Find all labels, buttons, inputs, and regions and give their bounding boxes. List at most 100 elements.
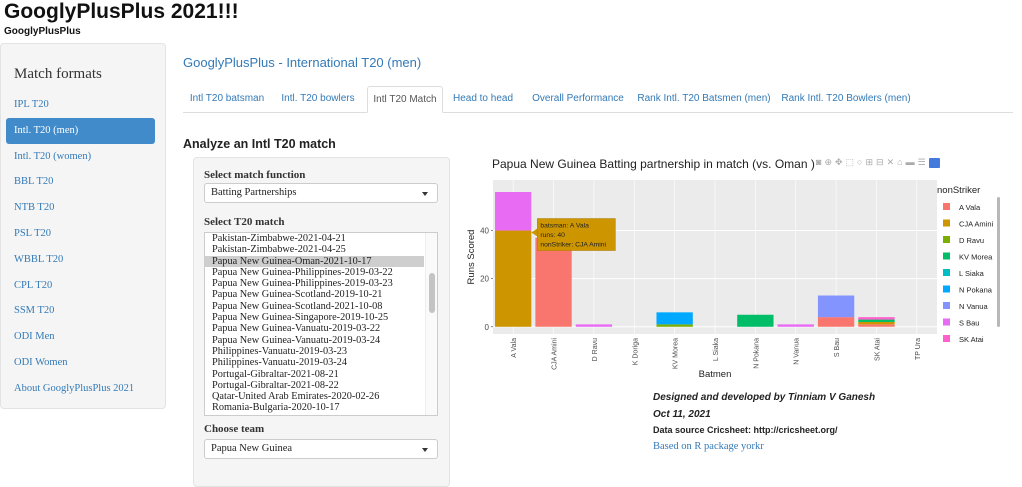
match-option[interactable]: Papua New Guinea-Singapore-2019-10-25 — [212, 312, 389, 324]
plotly-logo-icon[interactable] — [928, 157, 940, 168]
tab[interactable]: Intl T20 Match — [367, 86, 443, 113]
yorkr-link[interactable]: Based on R package yorkr — [653, 441, 764, 452]
match-option[interactable]: Papua New Guinea-Philippines-2019-03-22 — [212, 266, 393, 278]
page-title: GooglyPlusPlus - International T20 (men) — [183, 55, 422, 70]
bar-segment — [535, 237, 572, 327]
team-value: Papua New Guinea — [211, 443, 293, 454]
compare-icon[interactable]: ☰ — [917, 157, 929, 167]
legend-label: A Vala — [959, 203, 981, 212]
x-tick-label: KV Morea — [673, 338, 680, 369]
y-tick-label: 20 — [480, 275, 489, 284]
tab[interactable]: Rank Intl. T20 Bowlers (men) — [781, 93, 911, 104]
team-select[interactable]: Papua New Guinea — [204, 439, 438, 459]
tab[interactable]: Intl. T20 bowlers — [281, 93, 355, 104]
x-tick-label: D Ravu — [592, 338, 599, 361]
x-tick-label: S Bau — [834, 338, 841, 357]
lasso-icon[interactable]: ○ — [857, 157, 866, 167]
x-tick-label: N Vanua — [794, 338, 801, 365]
match-listbox[interactable]: Pakistan-Zimbabwe-2021-04-21 Pakistan-Zim… — [204, 232, 438, 416]
credit-designer: Designed and developed by Tinniam V Gane… — [653, 392, 876, 403]
y-axis-label: Runs Scored — [466, 230, 477, 285]
listbox-scrollbar[interactable] — [425, 233, 437, 415]
match-option[interactable]: Papua New Guinea-Oman-2021-10-17 — [205, 255, 424, 267]
sidebar-item[interactable]: ODI Women — [14, 356, 68, 368]
match-option[interactable]: Papua New Guinea-Scotland-2021-10-08 — [212, 300, 383, 312]
match-function-select[interactable]: Batting Partnerships — [204, 183, 438, 203]
zoom-out-icon[interactable]: ⊟ — [876, 157, 887, 167]
credit-data-source: Data source Cricsheet: http://cricsheet.… — [653, 425, 838, 435]
sidebar-item[interactable]: PSL T20 — [14, 227, 52, 239]
sidebar-item[interactable]: IPL T20 — [14, 99, 49, 110]
credit-date: Oct 11, 2021 — [653, 409, 711, 420]
sidebar-item[interactable]: ODI Men — [14, 331, 55, 343]
match-option[interactable]: Qatar-United Arab Emirates-2020-02-26 — [212, 391, 380, 403]
chevron-down-icon — [422, 192, 428, 196]
sidebar-item[interactable]: SSM T20 — [14, 305, 55, 317]
tab[interactable]: Overall Performance — [532, 93, 624, 104]
legend-swatch — [943, 318, 950, 326]
match-option[interactable]: Papua New Guinea-Vanuatu-2019-03-22 — [212, 323, 381, 335]
bar-segment — [495, 192, 532, 231]
sidebar-item[interactable]: WBBL T20 — [14, 253, 64, 265]
autoscale-icon[interactable]: ✕ — [886, 157, 898, 167]
match-option[interactable]: Portugal-Gibraltar-2021-08-22 — [212, 379, 339, 391]
x-axis-label: Batmen — [699, 369, 732, 380]
sidebar-item[interactable]: Intl. T20 (men) — [6, 117, 155, 144]
x-tick-label: A Vala — [511, 338, 518, 358]
box-select-icon[interactable]: ⬚ — [845, 157, 858, 167]
spike-icon[interactable]: ▬ — [905, 157, 918, 167]
sidebar-item[interactable]: CPL T20 — [14, 279, 53, 291]
zoom-icon[interactable]: ⊕ — [824, 157, 835, 167]
sidebar: Match formats IPL T20 Intl. T20 (men) Intl… — [0, 43, 166, 409]
x-tick-label: L Siaka — [713, 338, 720, 361]
bar-segment — [495, 230, 532, 327]
tab-bar: Intl T20 batsman Intl. T20 bowlers Intl T2… — [183, 86, 1013, 113]
legend-swatch — [943, 219, 950, 227]
match-option[interactable]: Pakistan-Zimbabwe-2021-04-21 — [212, 233, 346, 244]
x-tick-label: K Doriga — [632, 338, 639, 365]
tab[interactable]: Head to head — [452, 93, 514, 104]
legend-label: KV Morea — [959, 253, 993, 262]
match-option[interactable]: Papua New Guinea-Vanuatu-2019-03-24 — [212, 334, 381, 346]
partnership-chart[interactable]: 0 20 40 A Vala CJA Amini D Ravu K Doriga KV Mor… — [460, 175, 1005, 385]
match-option[interactable]: Pakistan-Zimbabwe-2021-04-25 — [212, 244, 346, 256]
match-option[interactable]: Philippines-Vanuatu-2019-03-24 — [212, 357, 347, 369]
home-icon[interactable]: ⌂ — [897, 157, 906, 167]
pan-icon[interactable]: ✥ — [834, 157, 846, 167]
legend-scrollbar — [997, 197, 1000, 327]
match-option[interactable]: Portugal-Gibraltar-2021-08-21 — [212, 368, 339, 380]
legend-swatch — [943, 269, 950, 276]
tooltip-box — [537, 218, 616, 251]
match-option[interactable]: Philippines-Vanuatu-2019-03-23 — [212, 345, 347, 357]
match-option[interactable]: Papua New Guinea-Scotland-2019-10-21 — [212, 289, 383, 301]
match-option[interactable]: Romania-Bulgaria-2020-10-17 — [212, 402, 340, 414]
bar-segment — [858, 317, 895, 320]
bar-segment — [817, 295, 855, 318]
bar-segment — [817, 317, 855, 327]
bar-segment — [656, 312, 693, 325]
tooltip-line: nonStriker: CJA Amini — [540, 242, 606, 249]
bar-segment — [777, 324, 814, 327]
match-options: Pakistan-Zimbabwe-2021-04-21 Pakistan-Zim… — [205, 233, 437, 414]
match-option[interactable]: Papua New Guinea-Philippines-2019-03-23 — [212, 278, 393, 290]
sidebar-item[interactable]: About GooglyPlusPlus 2021 — [14, 382, 135, 394]
legend-label: CJA Amini — [959, 220, 994, 229]
legend-label: D Ravu — [959, 236, 984, 245]
x-tick-label: CJA Amini — [552, 338, 559, 370]
x-tick-label: TP Ura — [915, 338, 922, 360]
sidebar-item[interactable]: BBL T20 — [14, 176, 54, 188]
scrollbar-thumb[interactable] — [429, 273, 435, 313]
tab[interactable]: Rank Intl. T20 Batsmen (men) — [637, 93, 771, 104]
bar-segment — [858, 321, 895, 325]
tab[interactable]: Intl T20 batsman — [189, 93, 265, 104]
camera-icon[interactable]: ◙ — [816, 157, 825, 167]
bar-segment — [858, 324, 895, 327]
legend-swatch — [943, 335, 950, 342]
sidebar-item[interactable]: NTB T20 — [14, 202, 55, 214]
sidebar-heading: Match formats — [14, 66, 102, 82]
sidebar-item[interactable]: Intl. T20 (women) — [14, 150, 92, 162]
legend-swatch — [943, 302, 950, 309]
legend-swatch — [943, 236, 950, 243]
zoom-in-icon[interactable]: ⊞ — [865, 157, 877, 167]
legend-swatch — [943, 203, 950, 210]
